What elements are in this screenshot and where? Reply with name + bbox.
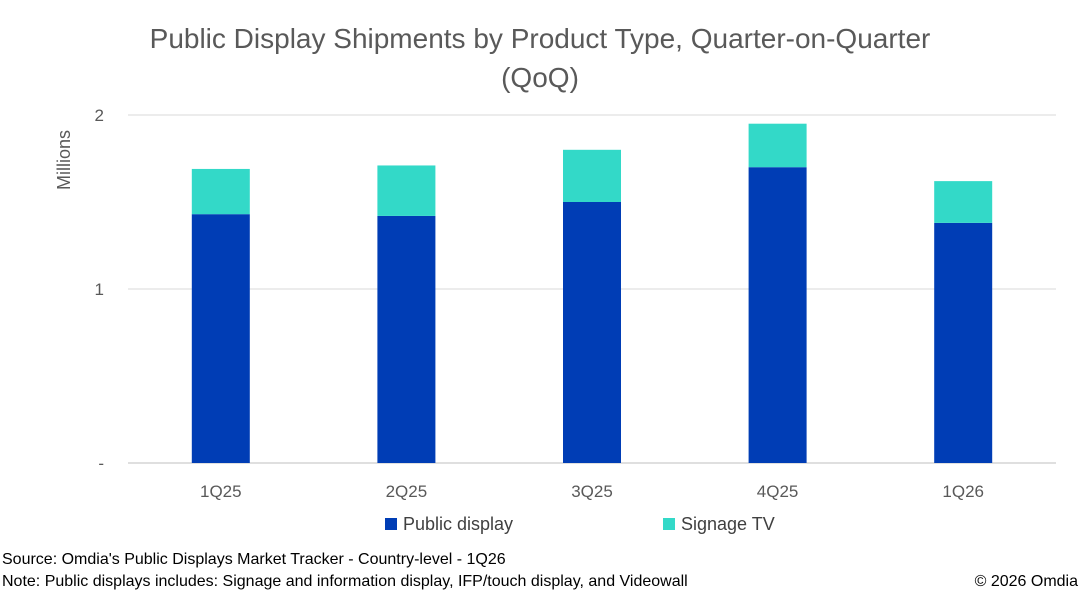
bar-signage-tv bbox=[748, 123, 807, 168]
bar-public-display bbox=[377, 215, 436, 463]
bar-public-display bbox=[563, 202, 621, 463]
chart-title-line1: Public Display Shipments by Product Type… bbox=[150, 23, 931, 54]
x-tick-labels: 1Q25 2Q25 3Q25 4Q25 1Q26 bbox=[200, 482, 984, 501]
y-tick-label: - bbox=[98, 454, 104, 473]
x-tick-label: 1Q26 bbox=[942, 482, 984, 501]
x-tick-label: 4Q25 bbox=[757, 482, 799, 501]
legend-swatch bbox=[385, 518, 397, 530]
x-tick-label: 1Q25 bbox=[200, 482, 242, 501]
copyright: © 2026 Omdia bbox=[974, 573, 1078, 590]
bar-public-display bbox=[191, 214, 250, 463]
footnote: Note: Public displays includes: Signage … bbox=[2, 573, 688, 590]
legend: Public display Signage TV bbox=[385, 514, 775, 534]
bar-signage-tv bbox=[377, 165, 436, 216]
bar-signage-tv bbox=[563, 149, 621, 202]
chart-title-line2: (QoQ) bbox=[501, 62, 579, 93]
bar-public-display bbox=[748, 167, 807, 463]
legend-label: Public display bbox=[403, 514, 513, 534]
y-axis-title: Millions bbox=[54, 130, 74, 190]
legend-swatch bbox=[663, 518, 675, 530]
y-tick-label: 2 bbox=[95, 106, 104, 125]
y-tick-labels: - 1 2 bbox=[95, 106, 104, 473]
bar-signage-tv bbox=[191, 168, 250, 215]
x-tick-label: 2Q25 bbox=[386, 482, 428, 501]
bar-signage-tv bbox=[934, 181, 993, 223]
bars bbox=[191, 123, 993, 463]
legend-label: Signage TV bbox=[681, 514, 775, 534]
source-note: Source: Omdia's Public Displays Market T… bbox=[2, 551, 506, 568]
bar-public-display bbox=[934, 222, 993, 463]
y-tick-label: 1 bbox=[95, 280, 104, 299]
chart: Public Display Shipments by Product Type… bbox=[54, 23, 1056, 534]
x-tick-label: 3Q25 bbox=[571, 482, 613, 501]
